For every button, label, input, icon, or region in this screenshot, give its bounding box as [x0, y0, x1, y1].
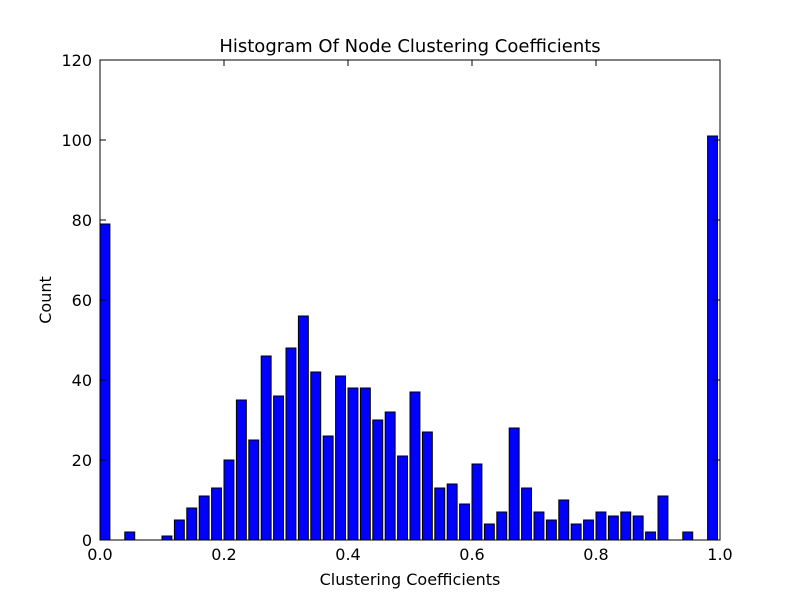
bar-0.52 [421, 431, 433, 541]
bar-0.22 [235, 399, 247, 541]
bar-0.70 [533, 511, 545, 541]
bar-0.42 [359, 387, 371, 541]
bar-0.66 [508, 427, 520, 541]
bar-0.56 [446, 483, 458, 541]
x-tick-label-1.0: 1.0 [707, 545, 732, 564]
bar-0.18 [211, 487, 223, 541]
bar-0.72 [545, 519, 557, 541]
bar-0.50 [409, 391, 421, 541]
y-tick-label-20: 20 [72, 451, 92, 470]
y-tick-label-100: 100 [61, 131, 92, 150]
x-tick-label-0.6: 0.6 [459, 545, 484, 564]
bar-0.00 [99, 223, 111, 541]
bar-0.30 [285, 347, 297, 541]
bar-0.60 [471, 463, 483, 541]
bar-0.28 [273, 395, 285, 541]
y-tick-label-40: 40 [72, 371, 92, 390]
x-tick-label-0.2: 0.2 [211, 545, 236, 564]
bar-0.94 [682, 531, 694, 541]
y-tick-label-120: 120 [61, 51, 92, 70]
x-tick-label-0.0: 0.0 [87, 545, 112, 564]
bar-0.98 [707, 135, 719, 541]
bar-0.32 [297, 315, 309, 541]
y-tick-label-60: 60 [72, 291, 92, 310]
y-tick-label-0: 0 [82, 531, 92, 550]
bar-0.10 [161, 535, 173, 541]
bar-0.82 [607, 515, 619, 541]
bar-0.26 [260, 355, 272, 541]
bar-0.44 [372, 419, 384, 541]
bars-group [99, 135, 719, 541]
chart-title: Histogram Of Node Clustering Coefficient… [219, 36, 600, 57]
bar-0.54 [434, 487, 446, 541]
x-axis-label: Clustering Coefficients [320, 570, 501, 589]
bar-0.74 [558, 499, 570, 541]
bar-0.84 [620, 511, 632, 541]
bar-0.04 [124, 531, 136, 541]
bar-0.16 [198, 495, 210, 541]
bar-0.64 [496, 511, 508, 541]
bar-0.40 [347, 387, 359, 541]
bar-0.68 [521, 487, 533, 541]
bar-0.14 [186, 507, 198, 541]
bar-0.24 [248, 439, 260, 541]
bar-0.48 [397, 455, 409, 541]
bar-0.36 [322, 435, 334, 541]
bar-0.38 [335, 375, 347, 541]
x-tick-label-0.4: 0.4 [335, 545, 360, 564]
bar-0.86 [632, 515, 644, 541]
bar-0.20 [223, 459, 235, 541]
y-tick-label-80: 80 [72, 211, 92, 230]
bar-0.76 [570, 523, 582, 541]
bar-0.58 [459, 503, 471, 541]
bar-0.80 [595, 511, 607, 541]
bar-0.12 [173, 519, 185, 541]
bar-0.46 [384, 411, 396, 541]
ticks-group: 0.0 0.2 0.4 0.6 0.8 1.0 0 20 40 60 80 100 120 [61, 51, 732, 564]
bar-0.34 [310, 371, 322, 541]
y-axis-label: Count [36, 276, 55, 324]
bar-0.62 [483, 523, 495, 541]
bar-0.88 [645, 531, 657, 541]
x-tick-label-0.8: 0.8 [583, 545, 608, 564]
bar-0.78 [583, 519, 595, 541]
bar-0.90 [657, 495, 669, 541]
